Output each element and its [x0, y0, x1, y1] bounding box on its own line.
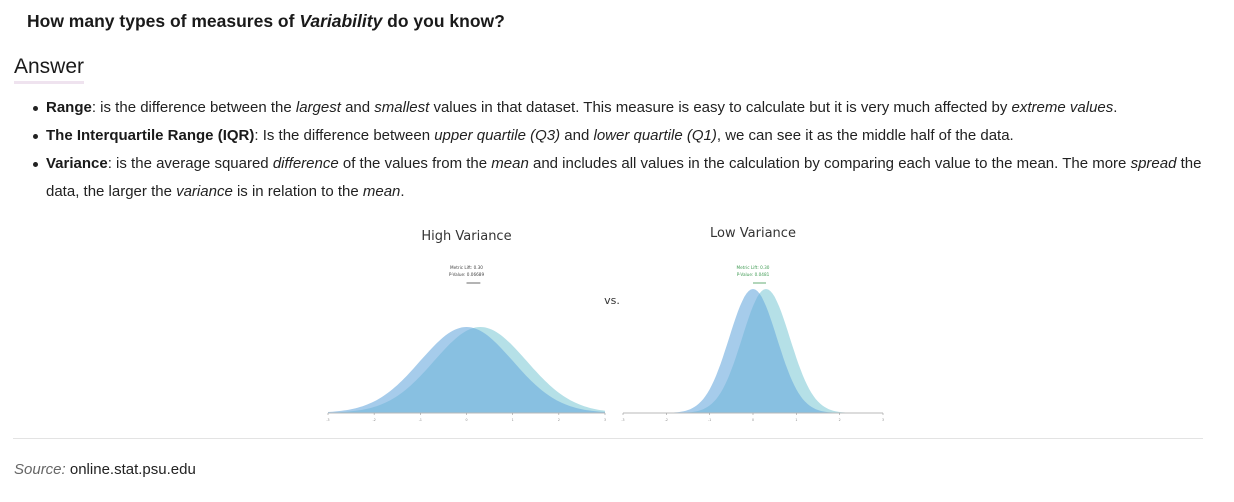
- definition-emphasis: spread: [1130, 155, 1177, 172]
- x-tick-label: -3: [621, 418, 624, 422]
- definition-text: and: [560, 127, 594, 144]
- answer-title: Answer: [14, 53, 85, 84]
- definition-text: and includes all values in the calculati…: [528, 155, 1131, 172]
- question-text-end: do you know?: [382, 11, 505, 31]
- p-value-note: P-Value: 0.06689: [449, 272, 485, 277]
- x-tick-label: -3: [326, 418, 329, 422]
- x-tick-label: 3: [882, 418, 884, 422]
- x-tick-label: 1: [512, 418, 514, 422]
- x-tick-label: -2: [373, 418, 376, 422]
- definition-emphasis: variance: [176, 183, 233, 200]
- control-distribution-curve: [623, 289, 883, 413]
- source-line: Source: online.stat.psu.edu: [14, 461, 196, 478]
- definition-term: The Interquartile Range (IQR): [46, 127, 255, 144]
- x-tick-label: 2: [839, 418, 841, 422]
- p-value-note: P-Value: 0.0481: [737, 272, 770, 277]
- definition-text: : Is the difference between: [254, 127, 435, 144]
- x-tick-label: 0: [465, 418, 467, 422]
- definition-text: .: [400, 183, 405, 200]
- panel-title: High Variance: [421, 229, 511, 244]
- x-tick-label: 1: [795, 418, 797, 422]
- definition-text: and: [340, 99, 375, 116]
- definition-emphasis: extreme values: [1011, 99, 1114, 116]
- definition-term: Variance: [46, 155, 108, 172]
- x-tick-label: -2: [665, 418, 668, 422]
- source-label: Source:: [14, 461, 66, 478]
- definition-emphasis: smallest: [374, 99, 430, 116]
- x-tick-label: -1: [419, 418, 422, 422]
- source-value: online.stat.psu.edu: [69, 461, 196, 478]
- definition-text: the data, the larger the: [46, 155, 1202, 200]
- question-text-start: How many types of measures of: [27, 11, 300, 31]
- definition-text: , we can see it as the middle half of th…: [716, 127, 1014, 144]
- definition-emphasis: mean: [362, 183, 401, 200]
- x-tick-label: -1: [708, 418, 711, 422]
- definition-item: Variance: is the average squared differe…: [33, 150, 1206, 206]
- panel-title: Low Variance: [710, 226, 796, 241]
- metric-lift-note: Metric Lift: 0.30: [737, 265, 770, 270]
- definition-text: : is the difference between the: [91, 99, 296, 116]
- variance-comparison-figure: -3 -2 -1 0 1 2 3 High Variance Metric Lift: 0.30…: [326, 226, 884, 422]
- definition-text: .: [1113, 99, 1118, 116]
- definition-item: Range: is the difference between the lar…: [33, 94, 1206, 122]
- x-tick-label: 2: [558, 418, 560, 422]
- vs-label: vs.: [604, 294, 620, 307]
- question-heading: How many types of measures of Variabilit…: [27, 11, 505, 32]
- definition-emphasis: lower quartile (Q1): [593, 127, 717, 144]
- definition-text: values in that dataset. This measure is …: [429, 99, 1012, 116]
- definition-emphasis: largest: [295, 99, 341, 116]
- definition-emphasis: difference: [272, 155, 339, 172]
- definition-text: is in relation to the: [232, 183, 363, 200]
- definition-item: The Interquartile Range (IQR): Is the di…: [33, 122, 1206, 150]
- definition-text: of the values from the: [338, 155, 492, 172]
- control-distribution-curve: [328, 327, 605, 413]
- x-tick-label: 3: [604, 418, 606, 422]
- definition-emphasis: upper quartile (Q3): [434, 127, 561, 144]
- divider: [13, 438, 1203, 439]
- variability-definitions-list: Range: is the difference between the lar…: [33, 94, 1206, 206]
- definition-term: Range: [46, 99, 92, 116]
- question-emphasis: Variability: [299, 11, 383, 31]
- x-tick-label: 0: [752, 418, 754, 422]
- definition-emphasis: mean: [491, 155, 529, 172]
- definition-text: : is the average squared: [107, 155, 273, 172]
- metric-lift-note: Metric Lift: 0.30: [450, 265, 483, 270]
